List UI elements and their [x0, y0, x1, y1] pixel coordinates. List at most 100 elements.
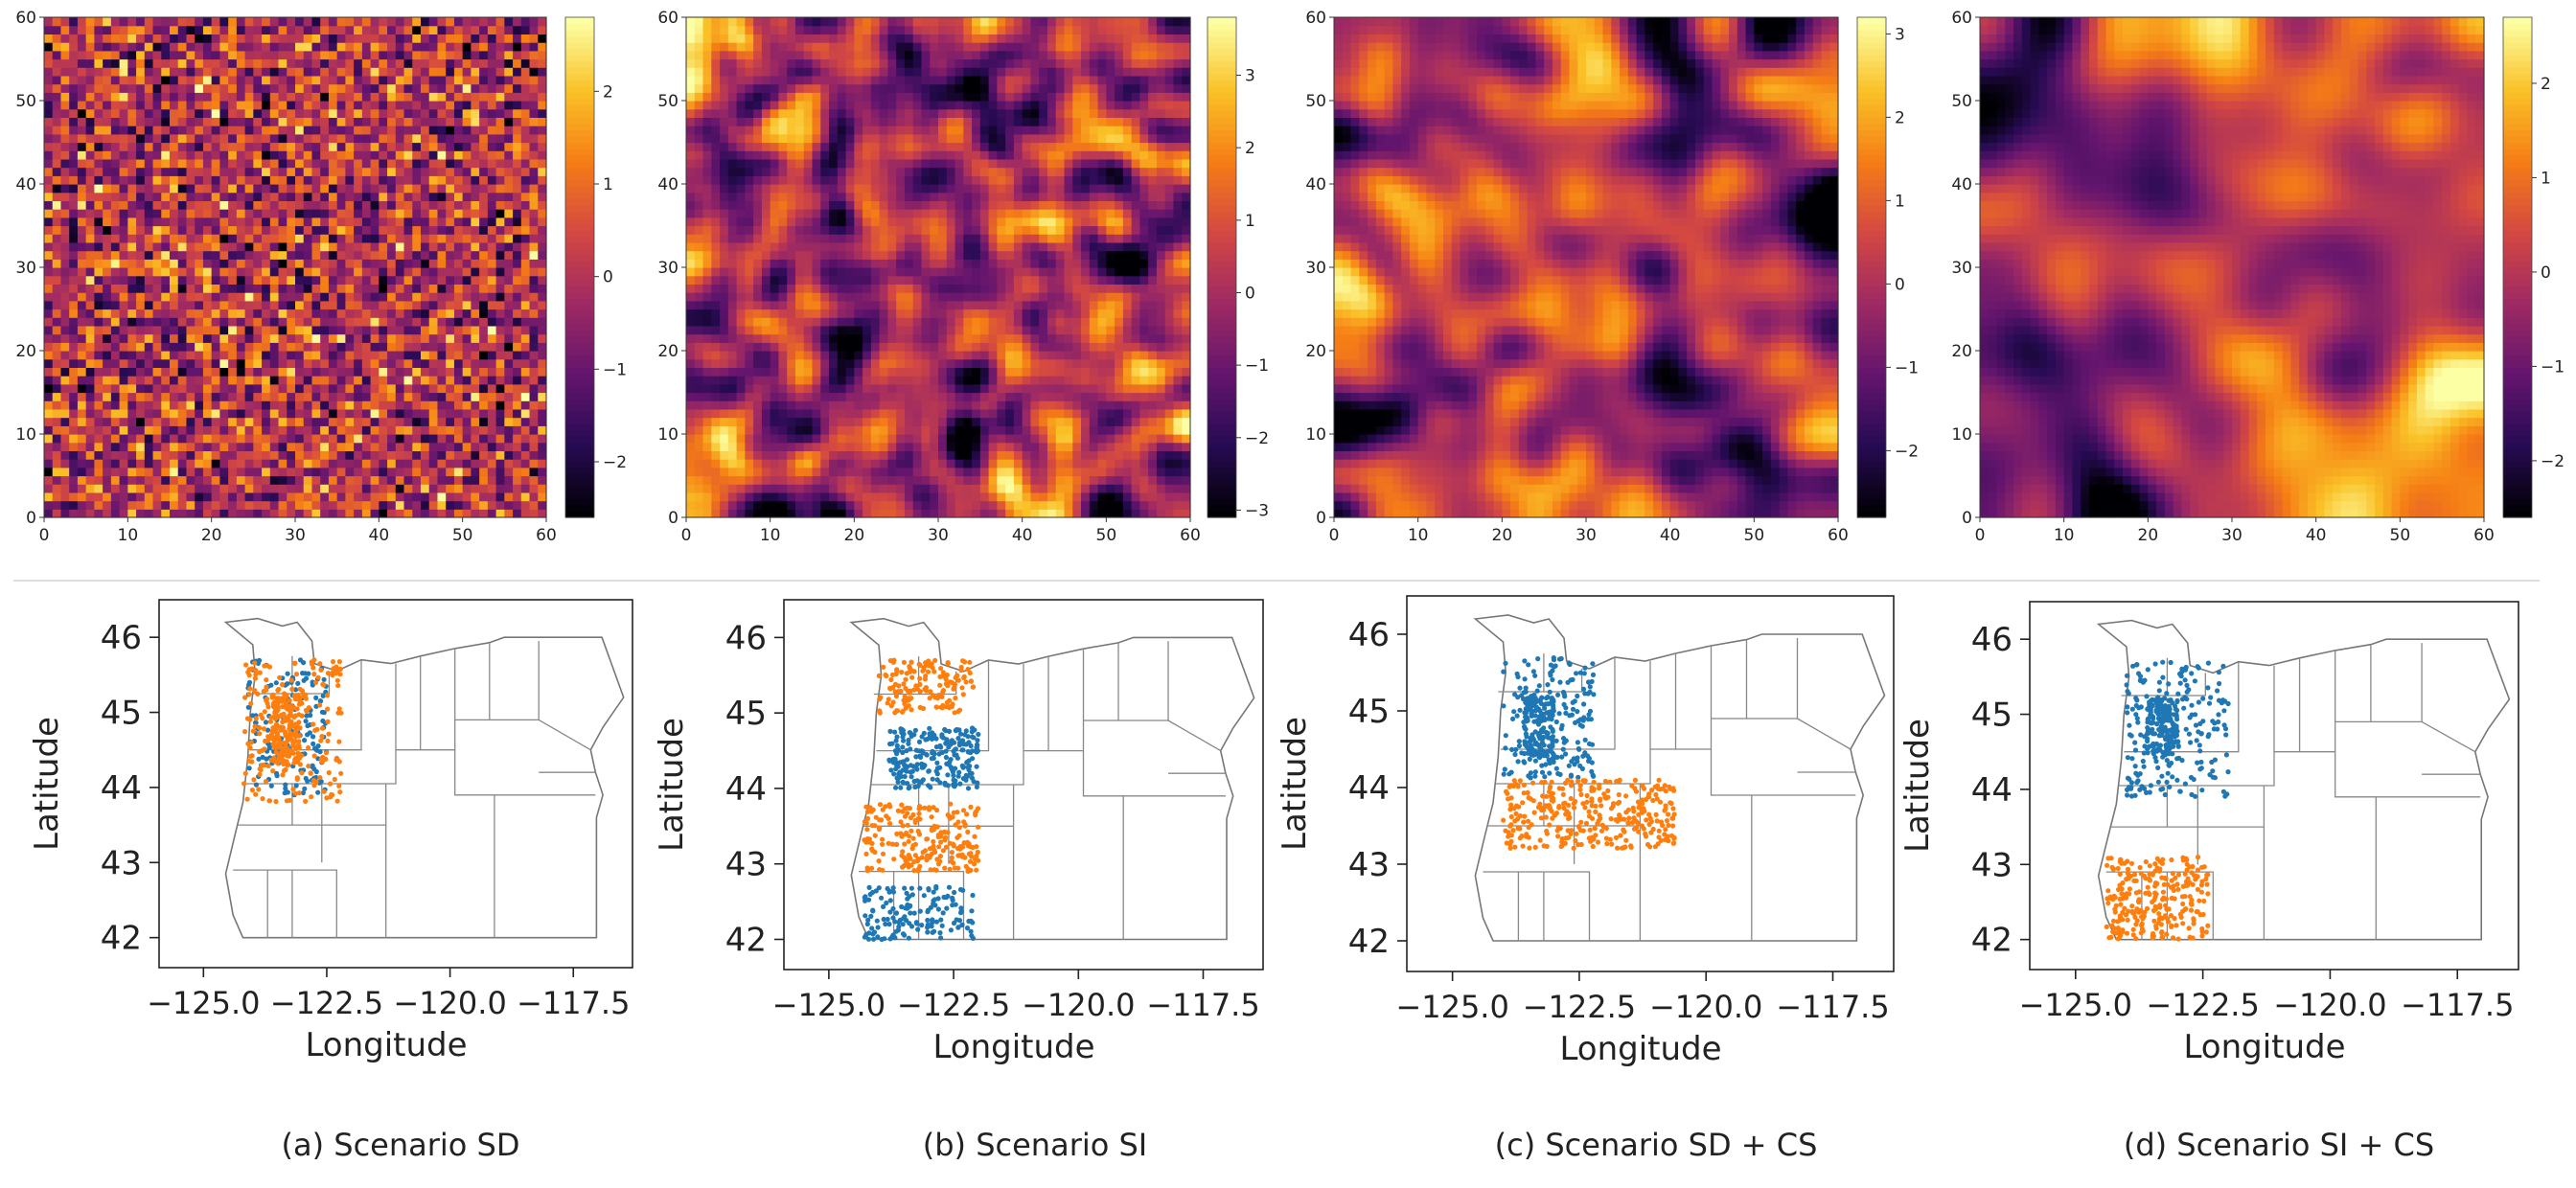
- heatmap-cell: [337, 476, 346, 485]
- heatmap-cell: [404, 443, 413, 451]
- heatmap-cell: [354, 200, 362, 209]
- heatmap-cell: [938, 443, 947, 451]
- heatmap-cell: [838, 476, 846, 485]
- heatmap-cell: [921, 393, 930, 401]
- heatmap-cell: [404, 384, 413, 393]
- heatmap-cell: [203, 509, 212, 517]
- heatmap-cell: [362, 251, 371, 260]
- heatmap-cell: [127, 200, 136, 209]
- heatmap-cell: [412, 434, 421, 443]
- heatmap-cell: [871, 476, 880, 485]
- heatmap-cell: [161, 168, 170, 176]
- heatmap-cell: [161, 109, 170, 118]
- heatmap-cell: [504, 209, 513, 217]
- heatmap-cell: [127, 259, 136, 267]
- heatmap-cell: [471, 84, 479, 93]
- heatmap-cell: [829, 476, 838, 485]
- heatmap-cell: [203, 26, 212, 34]
- heatmap-cell: [745, 492, 753, 501]
- heatmap-cell: [787, 359, 795, 368]
- heatmap-cell: [279, 276, 288, 285]
- heatmap-cell: [955, 476, 964, 485]
- heatmap-cell: [60, 42, 69, 51]
- heatmap-cell: [219, 168, 228, 176]
- heatmap-cell: [728, 384, 737, 393]
- heatmap-cell: [820, 425, 829, 434]
- heatmap-cell: [1090, 509, 1098, 517]
- heatmap-cell: [404, 284, 413, 292]
- heatmap-cell: [437, 359, 446, 368]
- heatmap-cell: [463, 468, 472, 476]
- heatmap-cell: [186, 101, 195, 109]
- heatmap-cell: [94, 434, 103, 443]
- heatmap-cell: [245, 309, 254, 318]
- heatmap-cell: [463, 17, 472, 26]
- heatmap-cell: [1139, 443, 1148, 451]
- heatmap-cell: [538, 242, 546, 251]
- heatmap-cell: [304, 284, 312, 292]
- heatmap-cell: [1157, 450, 1165, 459]
- heatmap-cell: [1098, 351, 1107, 359]
- heatmap-cell: [1039, 501, 1047, 510]
- heatmap-cell: [178, 409, 187, 418]
- heatmap-cell: [279, 393, 288, 401]
- heatmap-cell: [287, 376, 295, 384]
- heatmap-cell: [1139, 400, 1148, 409]
- heatmap-cell: [262, 175, 270, 184]
- heatmap-cell: [488, 101, 496, 109]
- heatmap-cell: [320, 59, 329, 68]
- heatmap-cell: [78, 367, 86, 376]
- heatmap-cell: [1148, 393, 1157, 401]
- heatmap-cell: [262, 259, 270, 267]
- colorbar-segment: [565, 129, 594, 136]
- heatmap-cell: [513, 251, 521, 260]
- heatmap-cell: [521, 484, 530, 492]
- heatmap-cell: [371, 468, 380, 476]
- heatmap-cell: [955, 376, 964, 384]
- heatmap-cell: [69, 409, 78, 418]
- heatmap-cell: [437, 234, 446, 242]
- heatmap-cell: [437, 468, 446, 476]
- heatmap-cell: [203, 126, 212, 134]
- heatmap-cell: [412, 259, 421, 267]
- heatmap-cell: [195, 209, 203, 217]
- heatmap-cell: [178, 117, 187, 126]
- heatmap-cell: [145, 425, 153, 434]
- heatmap-cell: [136, 351, 145, 359]
- heatmap-cell: [362, 492, 371, 501]
- heatmap-cell: [60, 34, 69, 42]
- heatmap-cell: [421, 326, 429, 334]
- heatmap-cell: [287, 276, 295, 285]
- heatmap-cell: [245, 200, 254, 209]
- heatmap-cell: [488, 434, 496, 443]
- heatmap-cell: [854, 450, 862, 459]
- heatmap-cell: [521, 251, 530, 260]
- heatmap-cell: [496, 468, 505, 476]
- heatmap-cell: [136, 384, 145, 393]
- heatmap-cell: [253, 484, 262, 492]
- heatmap-cell: [212, 126, 220, 134]
- heatmap-cell: [1182, 367, 1190, 376]
- heatmap-cell: [60, 292, 69, 301]
- heatmap-cell: [1023, 418, 1031, 426]
- heatmap-cell: [703, 509, 712, 517]
- heatmap-cell: [1047, 501, 1056, 510]
- heatmap-cell: [69, 150, 78, 159]
- heatmap-cell: [745, 509, 753, 517]
- heatmap-cell: [421, 284, 429, 292]
- heatmap-cell: [396, 126, 404, 134]
- heatmap-cell: [921, 434, 930, 443]
- heatmap-cell: [262, 101, 270, 109]
- heatmap-cell: [53, 351, 61, 359]
- heatmap-cell: [219, 425, 228, 434]
- heatmap-cell: [345, 51, 354, 59]
- heatmap-cell: [488, 259, 496, 267]
- heatmap-cell: [354, 67, 362, 76]
- heatmap-cell: [295, 384, 304, 393]
- heatmap-cell: [720, 384, 728, 393]
- heatmap-cell: [1098, 384, 1107, 393]
- heatmap-cell: [728, 459, 737, 468]
- heatmap-cell: [153, 317, 162, 326]
- heatmap-cell: [1123, 434, 1132, 443]
- heatmap-cell: [354, 425, 362, 434]
